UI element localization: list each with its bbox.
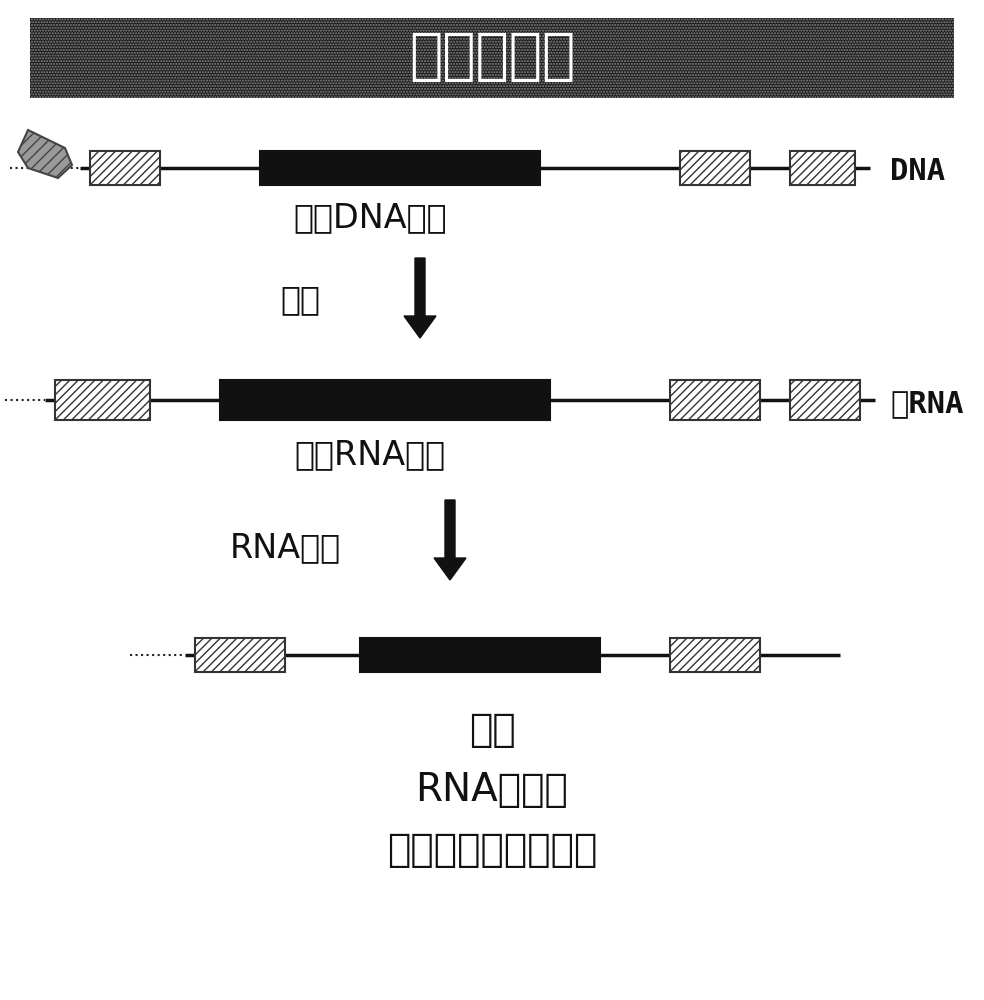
Text: RNA致病性: RNA致病性	[415, 771, 569, 809]
Text: 缺降DNA序列: 缺降DNA序列	[293, 202, 447, 234]
Bar	[790, 380, 860, 420]
Bar	[360, 638, 600, 672]
Bar	[260, 151, 540, 185]
Bar	[670, 638, 760, 672]
Bar	[30, 18, 954, 98]
Bar	[220, 380, 550, 420]
Polygon shape	[404, 258, 436, 338]
Text: 人遗传疾病: 人遗传疾病	[409, 30, 575, 84]
Text: 靶RNA: 靶RNA	[890, 389, 963, 418]
Bar	[670, 380, 760, 420]
Text: 致病性蛋白质的翻译: 致病性蛋白质的翻译	[387, 831, 597, 869]
Text: DNA: DNA	[890, 157, 945, 186]
Polygon shape	[434, 500, 466, 580]
Text: 疾病: 疾病	[468, 711, 516, 749]
Bar	[790, 151, 855, 185]
Bar	[680, 151, 750, 185]
Text: 缺降RNA序列: 缺降RNA序列	[294, 438, 446, 472]
Bar	[30, 18, 954, 98]
Bar	[90, 151, 160, 185]
Polygon shape	[18, 130, 72, 178]
Text: 转录: 转录	[280, 284, 320, 316]
Bar	[55, 380, 150, 420]
Bar	[195, 638, 285, 672]
Text: RNA剪接: RNA剪接	[230, 532, 341, 564]
